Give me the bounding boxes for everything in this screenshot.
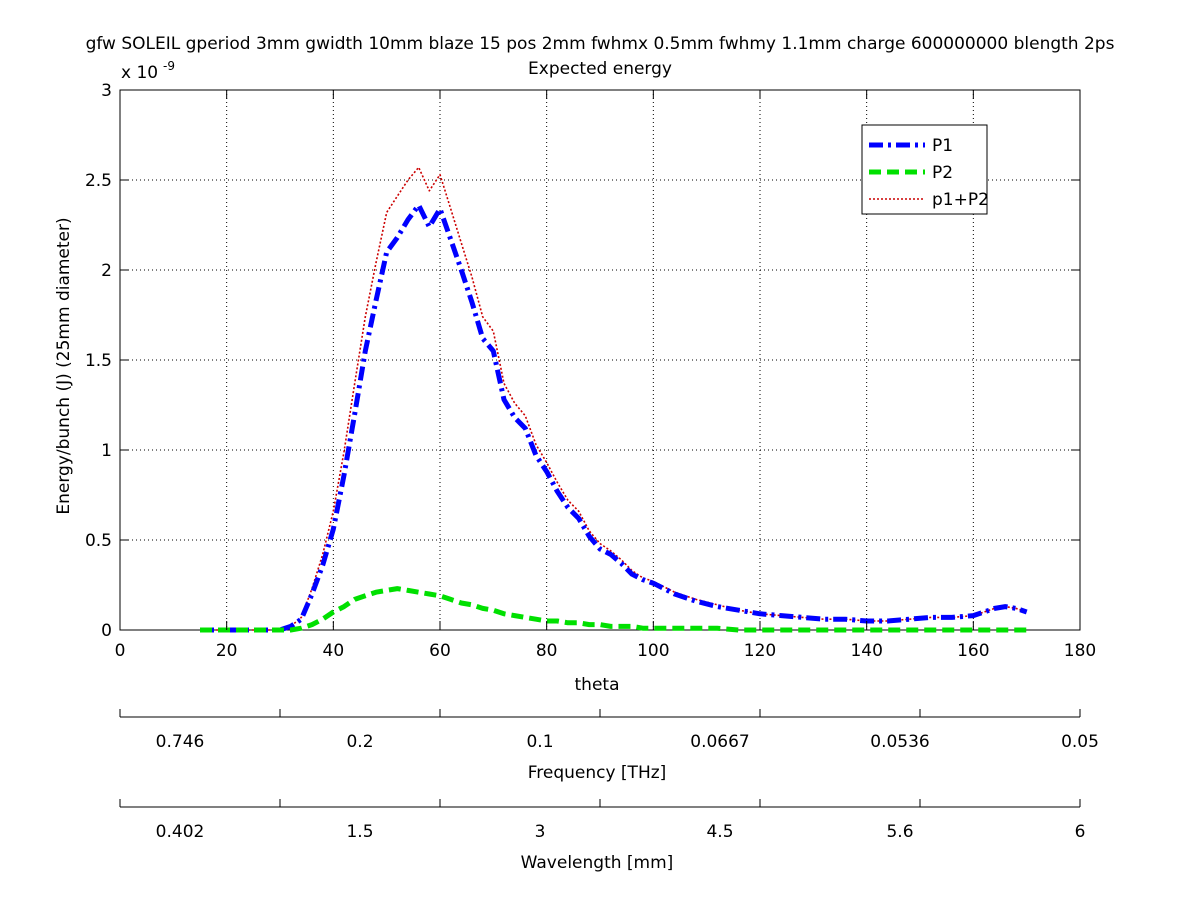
legend-label-1: P1 — [932, 136, 953, 156]
secondary-tick-label: 0.05 — [1061, 732, 1099, 752]
secondary-tick-label: 0.1 — [526, 732, 553, 752]
secondary-tick-label: 3 — [535, 822, 546, 842]
secondary-tick-label: 5.6 — [886, 822, 913, 842]
y-tick-label: 0 — [101, 621, 112, 641]
x-tick-label: 20 — [216, 641, 238, 661]
secondary-tick-label: 1.5 — [346, 822, 373, 842]
y-tick-label: 2.5 — [85, 171, 112, 191]
x-tick-label: 40 — [323, 641, 345, 661]
legend: P1 P2 p1+P2 — [861, 124, 989, 215]
series-line-2 — [200, 586, 1027, 633]
x-tick-label: 0 — [115, 641, 126, 661]
y-exponent-label: x 10 -9 — [121, 59, 175, 83]
secondary-tick-label: 0.746 — [156, 732, 205, 752]
chart-subtitle: Expected energy — [528, 59, 672, 79]
secondary-tick-label: 6 — [1075, 822, 1086, 842]
y-tick-label: 2 — [101, 261, 112, 281]
y-tick-label: 0.5 — [85, 531, 112, 551]
secondary-axes: 0.746 0.2 0.1 0.0667 0.0536 0.05 Frequency [TH… — [119, 709, 1099, 873]
y-tick-label: 1 — [101, 441, 112, 461]
secondary-axis-label-1: Frequency [THz] — [528, 763, 667, 783]
y-exponent-base: x 10 — [121, 63, 158, 83]
legend-label-3: p1+P2 — [932, 190, 989, 210]
y-tick-label: 3 — [101, 81, 112, 101]
y-tick-label: 1.5 — [85, 351, 112, 371]
x-tick-label: 80 — [536, 641, 558, 661]
series-line-1 — [200, 202, 1028, 633]
axis-ticks: 0 20 40 60 80 100 120 140 160 180 0 0.5 1 1.5 2 2.5 3 — [85, 81, 1096, 661]
x-axis-label: theta — [575, 675, 620, 695]
y-axis-label: Energy/bunch (J) (25mm diameter) — [54, 217, 74, 514]
x-tick-label: 100 — [637, 641, 669, 661]
x-tick-label: 120 — [744, 641, 776, 661]
y-exponent-power: -9 — [163, 59, 175, 73]
secondary-tick-label: 0.2 — [346, 732, 373, 752]
secondary-axis-label-2: Wavelength [mm] — [521, 853, 674, 873]
secondary-tick-label: 0.0536 — [870, 732, 929, 752]
secondary-tick-label: 4.5 — [706, 822, 733, 842]
x-tick-label: 60 — [429, 641, 451, 661]
legend-label-2: P2 — [932, 163, 953, 183]
x-tick-label: 180 — [1064, 641, 1096, 661]
series-lines — [200, 166, 1028, 633]
secondary-tick-label: 0.0667 — [690, 732, 749, 752]
secondary-tick-label: 0.402 — [156, 822, 205, 842]
chart-title: gfw SOLEIL gperiod 3mm gwidth 10mm blaze… — [86, 34, 1115, 54]
x-tick-label: 160 — [957, 641, 989, 661]
x-tick-label: 140 — [850, 641, 882, 661]
